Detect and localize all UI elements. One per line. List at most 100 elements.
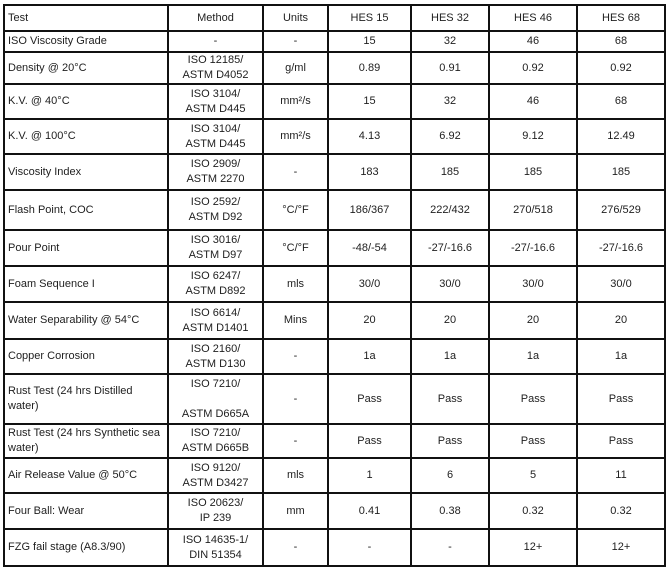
units-cell: - bbox=[262, 373, 329, 425]
value-cell: 12+ bbox=[488, 528, 578, 567]
value-cell: 9.12 bbox=[488, 118, 578, 155]
value-cell: 0.32 bbox=[488, 492, 578, 530]
units-cell: mm²/s bbox=[262, 83, 329, 120]
table-row: Pour Point ISO 3016/ ASTM D97 °C/°F -48/-54… bbox=[3, 229, 666, 267]
value-cell: 68 bbox=[576, 83, 666, 120]
table-row: Foam Sequence I ISO 6247/ ASTM D892 mls 30/… bbox=[3, 265, 666, 303]
method-cell: ISO 3016/ ASTM D97 bbox=[167, 229, 264, 267]
value-cell: Pass bbox=[327, 373, 412, 425]
value-cell: 0.91 bbox=[410, 51, 490, 85]
value-cell: 1a bbox=[410, 338, 490, 375]
value-cell: 20 bbox=[488, 301, 578, 340]
test-name-cell: Air Release Value @ 50°C bbox=[3, 457, 169, 494]
value-cell: 0.92 bbox=[488, 51, 578, 85]
units-cell: - bbox=[262, 30, 329, 53]
value-cell: -27/-16.6 bbox=[488, 229, 578, 267]
value-cell: 32 bbox=[410, 30, 490, 53]
value-cell: Pass bbox=[576, 373, 666, 425]
value-cell: -27/-16.6 bbox=[576, 229, 666, 267]
value-cell: 46 bbox=[488, 83, 578, 120]
units-cell: g/ml bbox=[262, 51, 329, 85]
units-cell: - bbox=[262, 153, 329, 191]
units-cell: mm bbox=[262, 492, 329, 530]
method-cell: ISO 20623/ IP 239 bbox=[167, 492, 264, 530]
table-row: Density @ 20°C ISO 12185/ ASTM D4052 g/ml 0… bbox=[3, 51, 666, 85]
column-header: HES 46 bbox=[488, 4, 578, 32]
test-name-cell: Density @ 20°C bbox=[3, 51, 169, 85]
method-cell: ISO 3104/ ASTM D445 bbox=[167, 83, 264, 120]
value-cell: 15 bbox=[327, 83, 412, 120]
value-cell: Pass bbox=[488, 373, 578, 425]
table-row: FZG fail stage (A8.3/90) ISO 14635-1/ DIN… bbox=[3, 528, 666, 567]
value-cell: 12.49 bbox=[576, 118, 666, 155]
value-cell: 30/0 bbox=[488, 265, 578, 303]
test-name-cell: K.V. @ 40°C bbox=[3, 83, 169, 120]
test-name-cell: Rust Test (24 hrs Synthetic sea water) bbox=[3, 423, 169, 459]
value-cell: 5 bbox=[488, 457, 578, 494]
table-row: Copper Corrosion ISO 2160/ ASTM D130-1a 1a… bbox=[3, 338, 666, 375]
value-cell: -48/-54 bbox=[327, 229, 412, 267]
column-header: HES 32 bbox=[410, 4, 490, 32]
table-row: Rust Test (24 hrs Distilled water) ISO 72… bbox=[3, 373, 666, 425]
value-cell: 4.13 bbox=[327, 118, 412, 155]
test-name-cell: Flash Point, COC bbox=[3, 189, 169, 231]
value-cell: - bbox=[327, 528, 412, 567]
units-cell: - bbox=[262, 338, 329, 375]
value-cell: Pass bbox=[410, 373, 490, 425]
value-cell: 1a bbox=[327, 338, 412, 375]
value-cell: 0.89 bbox=[327, 51, 412, 85]
test-name-cell: Rust Test (24 hrs Distilled water) bbox=[3, 373, 169, 425]
value-cell: 11 bbox=[576, 457, 666, 494]
value-cell: 183 bbox=[327, 153, 412, 191]
column-header: Test bbox=[3, 4, 169, 32]
table-row: ISO Viscosity Grade - -15 32 46 68 bbox=[3, 30, 666, 53]
method-cell: ISO 6247/ ASTM D892 bbox=[167, 265, 264, 303]
table-row: Flash Point, COC ISO 2592/ ASTM D92 °C/°F 1… bbox=[3, 189, 666, 231]
table-row: K.V. @ 100°C ISO 3104/ ASTM D445 mm²/s 4.13… bbox=[3, 118, 666, 155]
test-name-cell: Four Ball: Wear bbox=[3, 492, 169, 530]
value-cell: Pass bbox=[576, 423, 666, 459]
value-cell: 30/0 bbox=[327, 265, 412, 303]
units-cell: mls bbox=[262, 457, 329, 494]
table-row: K.V. @ 40°C ISO 3104/ ASTM D445 mm²/s 15 32 4… bbox=[3, 83, 666, 120]
table-row: Water Separability @ 54°C ISO 6614/ ASTM … bbox=[3, 301, 666, 340]
test-name-cell: Viscosity Index bbox=[3, 153, 169, 191]
units-cell: °C/°F bbox=[262, 229, 329, 267]
table-row: Air Release Value @ 50°C ISO 9120/ ASTM D… bbox=[3, 457, 666, 494]
table-row: Four Ball: Wear ISO 20623/ IP 239 mm 0.41 0.… bbox=[3, 492, 666, 530]
test-name-cell: FZG fail stage (A8.3/90) bbox=[3, 528, 169, 567]
value-cell: 30/0 bbox=[576, 265, 666, 303]
value-cell: 12+ bbox=[576, 528, 666, 567]
test-name-cell: Water Separability @ 54°C bbox=[3, 301, 169, 340]
table-row: Viscosity Index ISO 2909/ ASTM 2270-183 18… bbox=[3, 153, 666, 191]
column-header: Units bbox=[262, 4, 329, 32]
units-cell: Mins bbox=[262, 301, 329, 340]
value-cell: 222/432 bbox=[410, 189, 490, 231]
test-name-cell: ISO Viscosity Grade bbox=[3, 30, 169, 53]
method-cell: ISO 7210/ ASTM D665B bbox=[167, 423, 264, 459]
test-name-cell: Copper Corrosion bbox=[3, 338, 169, 375]
value-cell: 0.38 bbox=[410, 492, 490, 530]
specifications-table: Test Method Units HES 15 HES 32 HES 46 HES 68 I… bbox=[3, 4, 666, 567]
units-cell: mm²/s bbox=[262, 118, 329, 155]
value-cell: 20 bbox=[327, 301, 412, 340]
units-cell: °C/°F bbox=[262, 189, 329, 231]
method-cell: ISO 6614/ ASTM D1401 bbox=[167, 301, 264, 340]
method-cell: ISO 2909/ ASTM 2270 bbox=[167, 153, 264, 191]
method-cell: ISO 2160/ ASTM D130 bbox=[167, 338, 264, 375]
units-cell: - bbox=[262, 423, 329, 459]
value-cell: 1 bbox=[327, 457, 412, 494]
table-row: Rust Test (24 hrs Synthetic sea water) IS… bbox=[3, 423, 666, 459]
value-cell: 1a bbox=[488, 338, 578, 375]
header-row: Test Method Units HES 15 HES 32 HES 46 HES 68 bbox=[3, 4, 666, 32]
value-cell: 0.41 bbox=[327, 492, 412, 530]
units-cell: mls bbox=[262, 265, 329, 303]
value-cell: 0.92 bbox=[576, 51, 666, 85]
value-cell: 30/0 bbox=[410, 265, 490, 303]
value-cell: 276/529 bbox=[576, 189, 666, 231]
column-header: HES 15 bbox=[327, 4, 412, 32]
units-cell: - bbox=[262, 528, 329, 567]
method-cell: - bbox=[167, 30, 264, 53]
value-cell: 185 bbox=[488, 153, 578, 191]
value-cell: 20 bbox=[410, 301, 490, 340]
